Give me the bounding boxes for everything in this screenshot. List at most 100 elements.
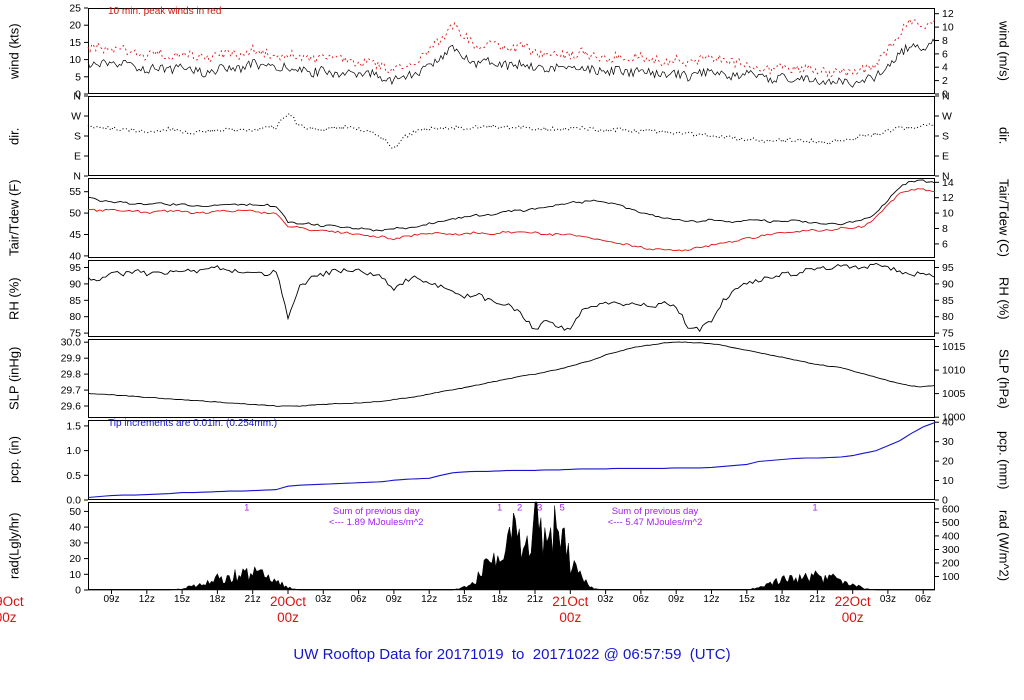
svg-text:25: 25 <box>69 3 81 15</box>
x-tick-label: 03z <box>597 594 614 605</box>
plot-annotation: 5 <box>559 503 564 514</box>
svg-text:5: 5 <box>75 71 81 83</box>
chart-title: UW Rooftop Data for 20171019 to 20171022… <box>293 646 731 663</box>
svg-text:N: N <box>942 171 950 183</box>
svg-text:2: 2 <box>942 75 948 87</box>
svg-text:8: 8 <box>942 35 948 47</box>
x-axis: 09z 12z 15z 18z 21z 03z 06z 09z 12z 15z 18z 21z 03z 0… <box>0 594 1024 636</box>
svg-text:20: 20 <box>69 553 81 565</box>
plot-annotation: 3 <box>537 503 542 514</box>
svg-text:1.0: 1.0 <box>66 445 81 457</box>
svg-text:N: N <box>942 91 950 103</box>
svg-text:20: 20 <box>69 20 81 32</box>
svg-text:30: 30 <box>942 436 954 448</box>
svg-text:30: 30 <box>69 537 81 549</box>
svg-text:12: 12 <box>942 8 954 20</box>
svg-text:0: 0 <box>75 585 81 597</box>
svg-text:20: 20 <box>942 456 954 468</box>
x-tick-label: 03z <box>879 594 896 605</box>
svg-text:300: 300 <box>942 544 960 556</box>
svg-text:29.6: 29.6 <box>61 401 82 413</box>
svg-text:E: E <box>942 151 949 163</box>
rad-series <box>88 501 935 591</box>
svg-text:29.9: 29.9 <box>61 353 82 365</box>
x-tick-label: 18z <box>209 594 226 605</box>
plot-annotation: Sum of previous day <box>333 506 420 517</box>
rh-left-axis-label: RH (%) <box>6 277 22 320</box>
svg-text:45: 45 <box>69 229 81 241</box>
tdew-series <box>87 188 936 252</box>
wind-left-axis-label: wind (kts) <box>6 23 22 79</box>
svg-text:400: 400 <box>942 530 960 542</box>
plot-annotation: <--- 1.89 MJoules/m^2 <box>329 517 423 528</box>
svg-text:15: 15 <box>69 37 81 49</box>
svg-text:1000: 1000 <box>942 412 966 424</box>
wind-direction-series <box>87 113 936 149</box>
rad-right-axis-label: rad (W/m^2) <box>996 510 1012 582</box>
wind-sustained-series <box>87 38 936 88</box>
svg-text:0: 0 <box>75 89 81 101</box>
svg-text:40: 40 <box>942 417 954 429</box>
svg-text:40: 40 <box>69 250 81 262</box>
svg-text:0.5: 0.5 <box>66 470 81 482</box>
svg-text:4: 4 <box>942 62 948 74</box>
dir-right-axis-label: dir. <box>996 127 1012 145</box>
svg-text:95: 95 <box>942 262 954 274</box>
x-tick-label: 12z <box>421 594 438 605</box>
x-tick-label: 09z <box>668 594 685 605</box>
svg-text:W: W <box>71 111 81 123</box>
svg-text:N: N <box>73 91 81 103</box>
date-tick-label: 19Oct00z <box>0 594 24 625</box>
temperature-plot: 40 45 50 55 6 8 10 12 14 <box>69 177 954 263</box>
svg-text:50: 50 <box>69 506 81 518</box>
svg-text:8: 8 <box>942 223 948 235</box>
svg-text:10: 10 <box>69 569 81 581</box>
plot-annotation: <--- 5.47 MJoules/m^2 <box>608 517 702 528</box>
x-tick-label: 18z <box>491 594 508 605</box>
svg-text:0: 0 <box>942 89 948 101</box>
plot-annotation: 10 min. peak winds in red <box>108 6 221 17</box>
x-tick-label: 12z <box>703 594 720 605</box>
svg-text:10: 10 <box>942 22 954 34</box>
svg-text:200: 200 <box>942 558 960 570</box>
humidity-plot: 75 80 85 90 95 75 80 85 90 95 <box>69 260 954 340</box>
tair-series <box>87 179 936 232</box>
rad-left-axis-label: rad(Lgly/hr) <box>6 512 22 580</box>
plot-annotation: Sum of previous day <box>612 506 699 517</box>
svg-text:10: 10 <box>942 475 954 487</box>
x-tick-label: 21z <box>526 594 544 605</box>
x-tick-label: 09z <box>385 594 402 605</box>
plot-annotation: 1 <box>812 503 817 514</box>
x-tick-label: 06z <box>632 594 649 605</box>
svg-text:10: 10 <box>69 54 81 66</box>
svg-text:1010: 1010 <box>942 365 966 377</box>
wind-right-axis-label: wind (m/s) <box>996 21 1012 81</box>
x-tick-label: 15z <box>456 594 473 605</box>
svg-text:95: 95 <box>69 262 81 274</box>
dir-left-axis-label: dir. <box>6 127 22 145</box>
plot-annotation: 1 <box>497 503 502 514</box>
svg-text:14: 14 <box>942 177 954 189</box>
svg-text:S: S <box>942 131 949 143</box>
x-tick-label: 15z <box>174 594 191 605</box>
x-tick-label: 03z <box>315 594 332 605</box>
temp-right-axis-label: Tair/Tdew (C) <box>996 178 1012 257</box>
date-tick-label: 22Oct 00z <box>834 594 871 625</box>
svg-text:W: W <box>942 111 952 123</box>
x-tick-label: 06z <box>350 594 367 605</box>
x-tick-label: 09z <box>103 594 120 605</box>
pcp-accumulated-series <box>87 421 936 499</box>
svg-text:500: 500 <box>942 517 960 529</box>
svg-text:80: 80 <box>942 311 954 323</box>
precipitation-plot: 0.0 0.5 1.0 1.5 0 10 20 30 40 Tip increments are … <box>66 417 953 507</box>
svg-text:1015: 1015 <box>942 341 966 353</box>
x-tick-label: 21z <box>244 594 261 605</box>
svg-text:600: 600 <box>942 503 960 515</box>
svg-text:75: 75 <box>69 328 81 340</box>
svg-text:S: S <box>74 131 81 143</box>
rh-right-axis-label: RH (%) <box>996 277 1012 320</box>
